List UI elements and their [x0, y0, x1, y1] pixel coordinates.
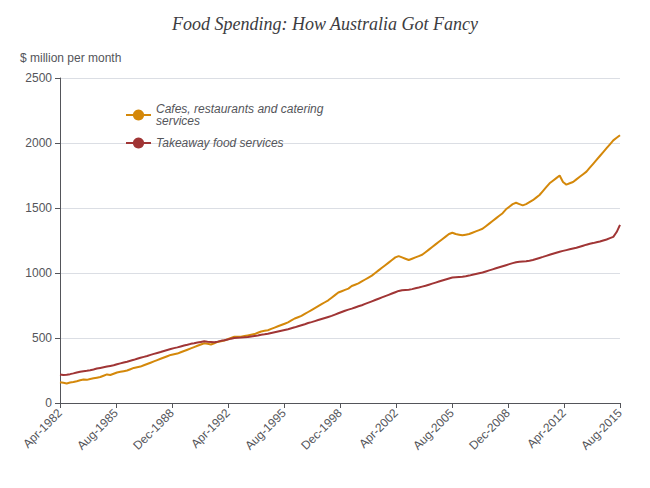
- svg-text:Aug-2015: Aug-2015: [578, 406, 625, 453]
- svg-text:2500: 2500: [25, 71, 52, 85]
- svg-text:Aug-2005: Aug-2005: [410, 406, 457, 453]
- svg-text:services: services: [156, 114, 200, 128]
- svg-text:Dec-1988: Dec-1988: [130, 406, 177, 453]
- svg-text:2000: 2000: [25, 136, 52, 150]
- svg-text:500: 500: [32, 331, 52, 345]
- svg-text:0: 0: [45, 396, 52, 410]
- svg-text:Cafes, restaurants and caterin: Cafes, restaurants and catering: [156, 102, 324, 116]
- svg-text:Apr-2002: Apr-2002: [356, 406, 401, 451]
- svg-text:Apr-2012: Apr-2012: [524, 406, 569, 451]
- svg-text:Takeaway food services: Takeaway food services: [156, 136, 284, 150]
- svg-text:Aug-1985: Aug-1985: [74, 406, 121, 453]
- svg-text:Dec-2008: Dec-2008: [466, 406, 513, 453]
- svg-text:Dec-1998: Dec-1998: [298, 406, 345, 453]
- svg-text:Food Spending: How Australia G: Food Spending: How Australia Got Fancy: [171, 14, 478, 34]
- svg-text:Apr-1982: Apr-1982: [20, 406, 65, 451]
- svg-text:$ million per month: $ million per month: [20, 51, 121, 65]
- svg-text:1000: 1000: [25, 266, 52, 280]
- svg-text:Apr-1992: Apr-1992: [188, 406, 233, 451]
- svg-text:Aug-1995: Aug-1995: [242, 406, 289, 453]
- svg-text:1500: 1500: [25, 201, 52, 215]
